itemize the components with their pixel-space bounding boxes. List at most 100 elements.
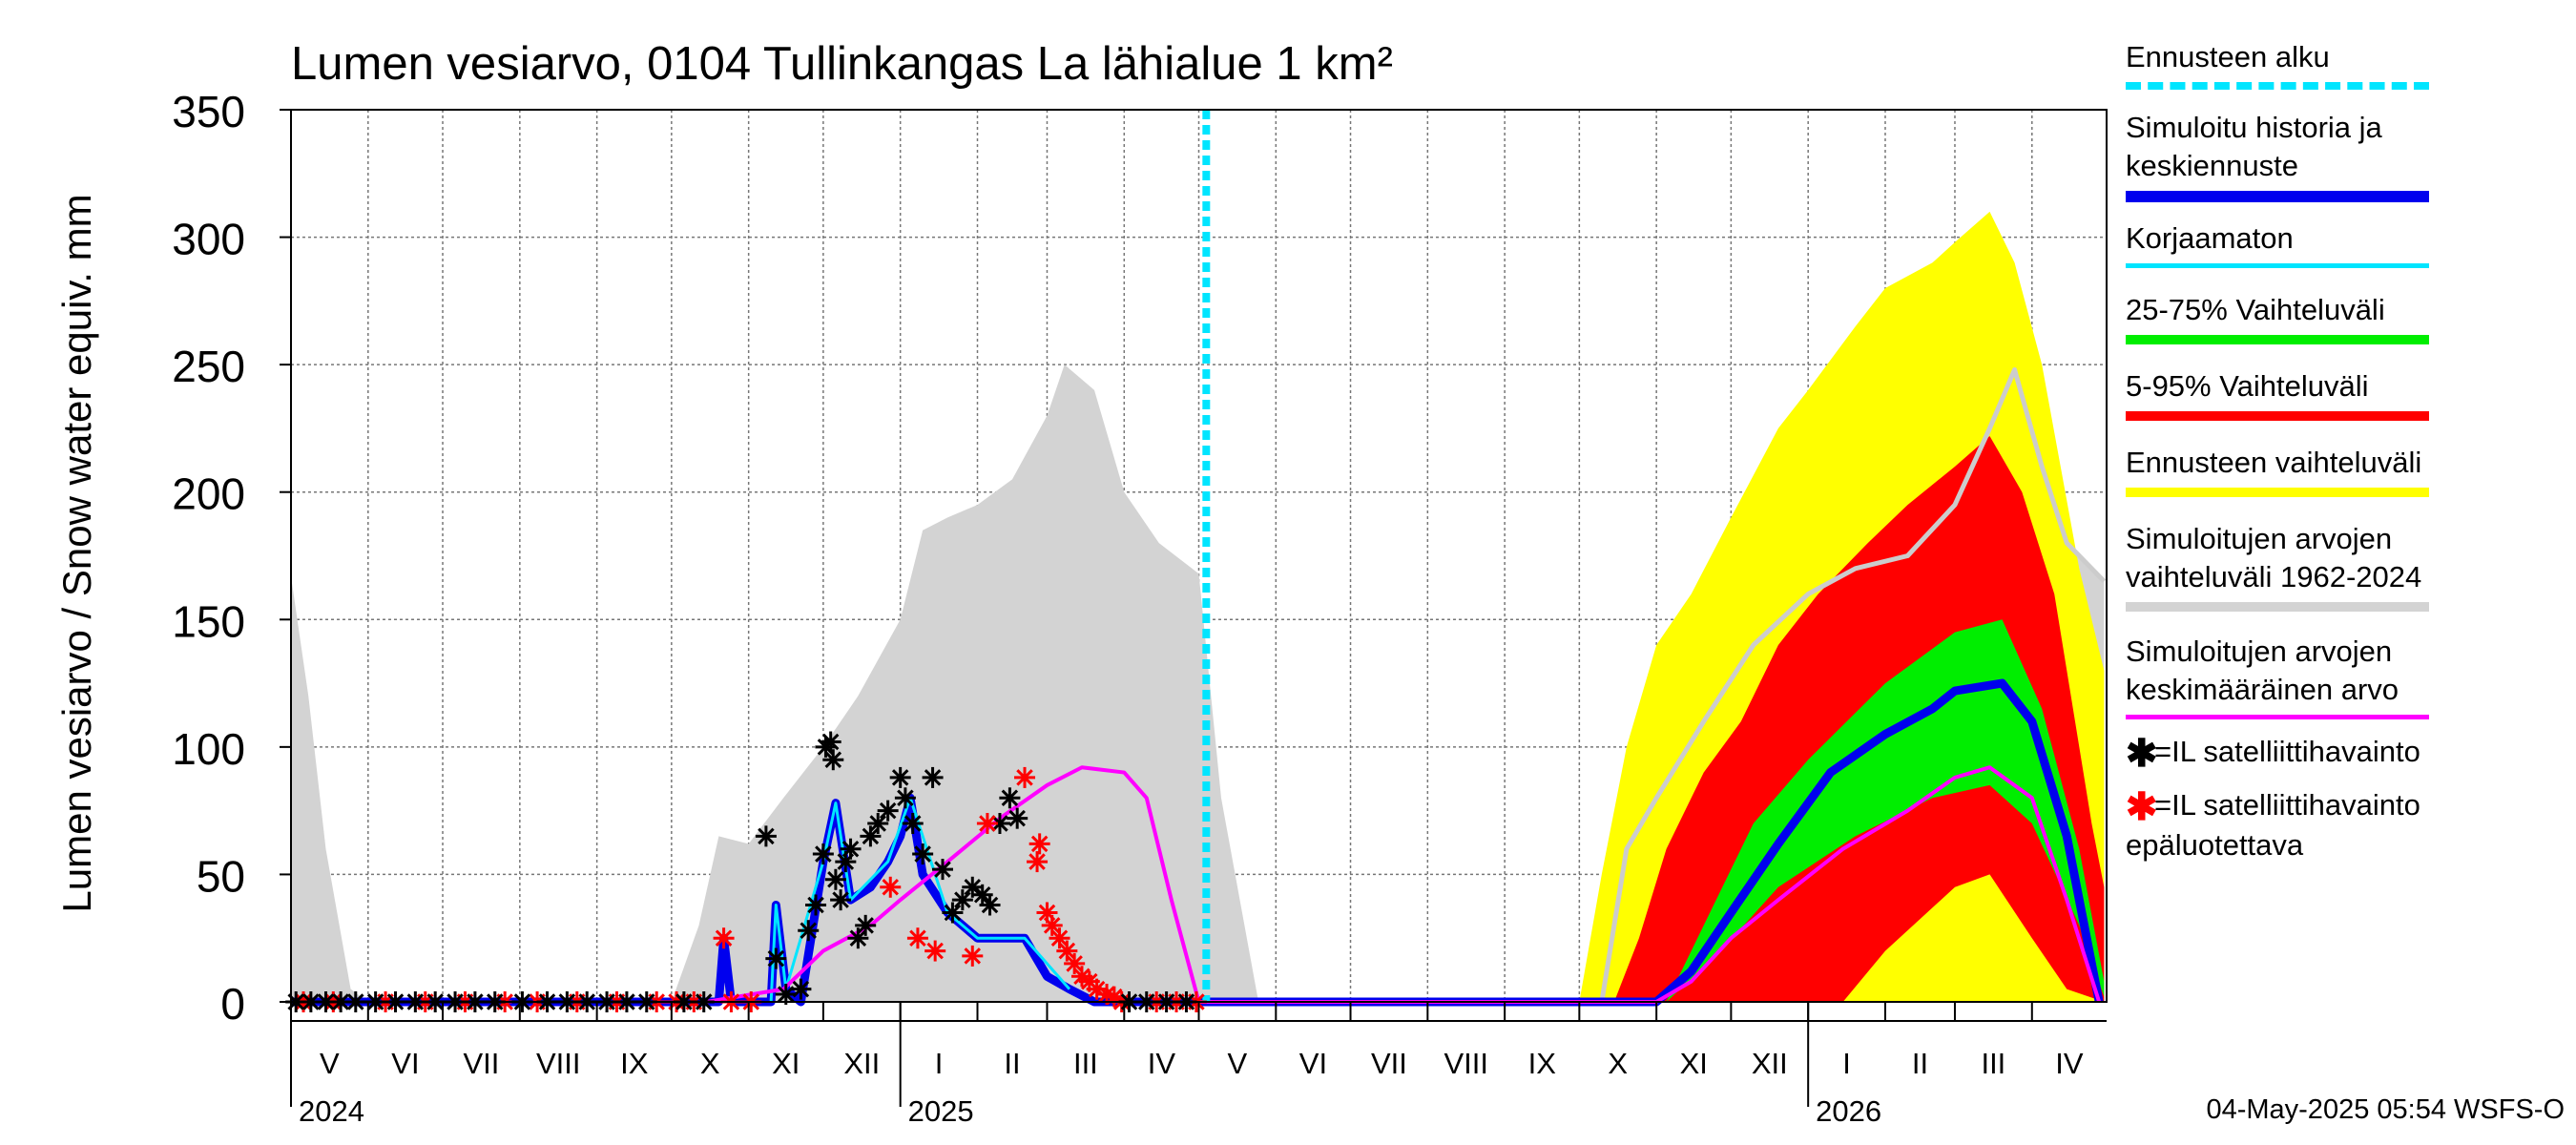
- observation-point: [830, 889, 852, 911]
- asterisk-red-icon: ✱: [2126, 785, 2158, 828]
- observation-unreliable-point: [906, 927, 928, 949]
- observation-point: [931, 859, 953, 881]
- legend-item-forecast-start: Ennusteen alku: [2126, 38, 2574, 90]
- month-label: I: [1842, 1047, 1851, 1080]
- y-tick-label: 200: [172, 469, 245, 519]
- series-line-uncorrected: [769, 796, 1071, 1003]
- observation-point: [902, 813, 924, 834]
- observation-point: [894, 787, 916, 809]
- observation-point: [822, 749, 844, 771]
- legend-label-simulated-2: keskiennuste: [2126, 149, 2298, 182]
- y-tick-label: 350: [172, 87, 245, 136]
- observation-point: [1007, 807, 1028, 829]
- y-tick-label: 250: [172, 342, 245, 391]
- legend-item-obs: ✱=IL satelliittihavainto: [2126, 733, 2574, 773]
- legend-label-forecast-start: Ennusteen alku: [2126, 40, 2330, 73]
- month-label: IV: [1148, 1047, 1176, 1080]
- observation-unreliable-point: [962, 945, 984, 967]
- band-25-75-area: [1666, 619, 2105, 1002]
- observation-point: [979, 894, 1001, 916]
- month-label: VII: [1371, 1047, 1407, 1080]
- observation-point: [840, 838, 862, 860]
- month-label: IX: [620, 1047, 649, 1080]
- observation-unreliable-point: [880, 876, 902, 898]
- observation-point: [805, 894, 827, 916]
- observation-point: [951, 889, 973, 911]
- legend-swatch-simulated: [2126, 191, 2429, 202]
- asterisk-icon: ✱: [2126, 732, 2158, 775]
- observation-point: [877, 800, 899, 822]
- year-label: 2024: [299, 1094, 364, 1128]
- series-line-mean: [706, 765, 2102, 1004]
- legend-label-mean-2: keskimääräinen arvo: [2126, 673, 2399, 706]
- y-tick-label: 0: [220, 979, 245, 1029]
- observation-unreliable-point: [1064, 952, 1086, 974]
- observation-unreliable-point: [1014, 766, 1036, 788]
- observation-unreliable-point: [713, 927, 735, 949]
- observation-unreliable-point: [1028, 833, 1050, 855]
- legend-item-forecast-range: Ennusteen vaihteluväli: [2126, 444, 2574, 497]
- footer-timestamp: 04-May-2025 05:54 WSFS-O: [2206, 1094, 2565, 1125]
- legend-swatch-mean: [2126, 715, 2429, 719]
- y-tick-label: 100: [172, 724, 245, 774]
- legend: Ennusteen alku Simuloitu historia ja kes…: [2126, 38, 2574, 864]
- legend-item-band-25-75: 25-75% Vaihteluväli: [2126, 291, 2574, 344]
- observation-point: [855, 914, 877, 936]
- observation-unreliable-point: [976, 813, 998, 834]
- month-label: V: [1228, 1047, 1248, 1080]
- observation-point: [912, 843, 934, 865]
- legend-label-uncorrected: Korjaamaton: [2126, 221, 2294, 255]
- month-label: XII: [1752, 1047, 1788, 1080]
- y-tick-label: 150: [172, 596, 245, 646]
- month-label: X: [700, 1047, 720, 1080]
- month-label: II: [1912, 1047, 1928, 1080]
- legend-label-obs-bad-1: =IL satelliittihavainto: [2154, 787, 2420, 822]
- observation-point: [824, 868, 846, 890]
- legend-label-obs-bad-2: epäluotettava: [2126, 827, 2304, 862]
- month-label: IX: [1528, 1047, 1557, 1080]
- observation-point: [999, 787, 1021, 809]
- legend-swatch-uncorrected: [2126, 263, 2429, 268]
- y-tick-label: 300: [172, 215, 245, 264]
- month-label: V: [320, 1047, 340, 1080]
- observation-point: [922, 766, 944, 788]
- month-label: XI: [772, 1047, 800, 1080]
- legend-item-uncorrected: Korjaamaton: [2126, 219, 2574, 268]
- legend-swatch-hist-range: [2126, 602, 2429, 612]
- legend-swatch-band-5-95: [2126, 411, 2429, 421]
- legend-item-hist-range: Simuloitujen arvojen vaihteluväli 1962-2…: [2126, 520, 2574, 612]
- observation-point: [812, 843, 834, 865]
- chart-title: Lumen vesiarvo, 0104 Tullinkangas La läh…: [291, 38, 1393, 90]
- legend-item-obs-bad: ✱=IL satelliittihavainto epäluotettava: [2126, 786, 2574, 864]
- month-label: IV: [2055, 1047, 2084, 1080]
- legend-item-band-5-95: 5-95% Vaihteluväli: [2126, 367, 2574, 421]
- legend-item-simulated: Simuloitu historia ja keskiennuste: [2126, 109, 2574, 202]
- legend-label-forecast-range: Ennusteen vaihteluväli: [2126, 446, 2422, 479]
- legend-item-mean: Simuloitujen arvojen keskimääräinen arvo: [2126, 633, 2574, 719]
- legend-label-simulated-1: Simuloitu historia ja: [2126, 111, 2382, 144]
- month-label: XII: [843, 1047, 880, 1080]
- y-tick-label: 50: [197, 851, 245, 901]
- year-label: 2026: [1816, 1094, 1881, 1128]
- month-label: XI: [1680, 1047, 1708, 1080]
- month-label: VI: [1299, 1047, 1327, 1080]
- plot-frame: [290, 109, 2108, 1003]
- observation-point: [790, 978, 812, 1000]
- month-label: X: [1608, 1047, 1628, 1080]
- legend-label-band-25-75: 25-75% Vaihteluväli: [2126, 293, 2385, 326]
- month-label: I: [935, 1047, 944, 1080]
- observation-point: [889, 766, 911, 788]
- month-label: III: [1073, 1047, 1098, 1080]
- month-label: VI: [391, 1047, 419, 1080]
- observation-point: [765, 947, 787, 969]
- legend-swatch-forecast-start: [2126, 82, 2429, 90]
- y-axis-label: Lumen vesiarvo / Snow water equiv. mm: [54, 194, 99, 912]
- month-label: VII: [463, 1047, 499, 1080]
- month-label: VIII: [536, 1047, 581, 1080]
- legend-label-hist-range-2: vaihteluväli 1962-2024: [2126, 560, 2422, 593]
- month-label: III: [1981, 1047, 2005, 1080]
- observation-unreliable-point: [924, 940, 946, 962]
- legend-swatch-band-25-75: [2126, 335, 2429, 344]
- legend-label-mean-1: Simuloitujen arvojen: [2126, 635, 2393, 668]
